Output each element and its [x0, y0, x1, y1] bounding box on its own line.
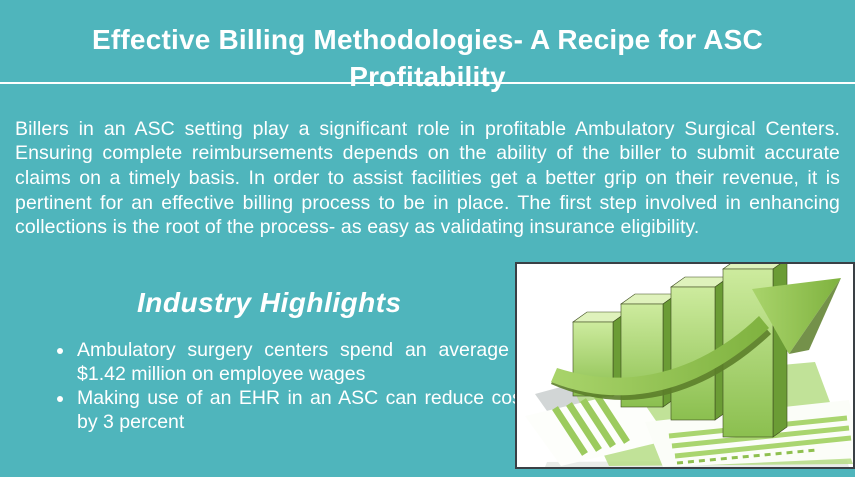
growth-bar-chart-graphic	[517, 264, 853, 467]
bullet-item-ehr-costs: Making use of an EHR in an ASC can reduc…	[75, 386, 537, 434]
growth-arrow-icon	[551, 278, 841, 400]
intro-paragraph: Billers in an ASC setting play a signifi…	[15, 117, 840, 239]
title-divider-line	[0, 82, 855, 84]
industry-highlights-heading: Industry Highlights	[137, 287, 402, 319]
bullet-item-employee-wages: Ambulatory surgery centers spend an aver…	[75, 338, 537, 386]
growth-bar-chart-photo	[515, 262, 855, 469]
page-title: Effective Billing Methodologies- A Recip…	[92, 23, 763, 92]
highlights-bullet-list: Ambulatory surgery centers spend an aver…	[42, 338, 537, 434]
